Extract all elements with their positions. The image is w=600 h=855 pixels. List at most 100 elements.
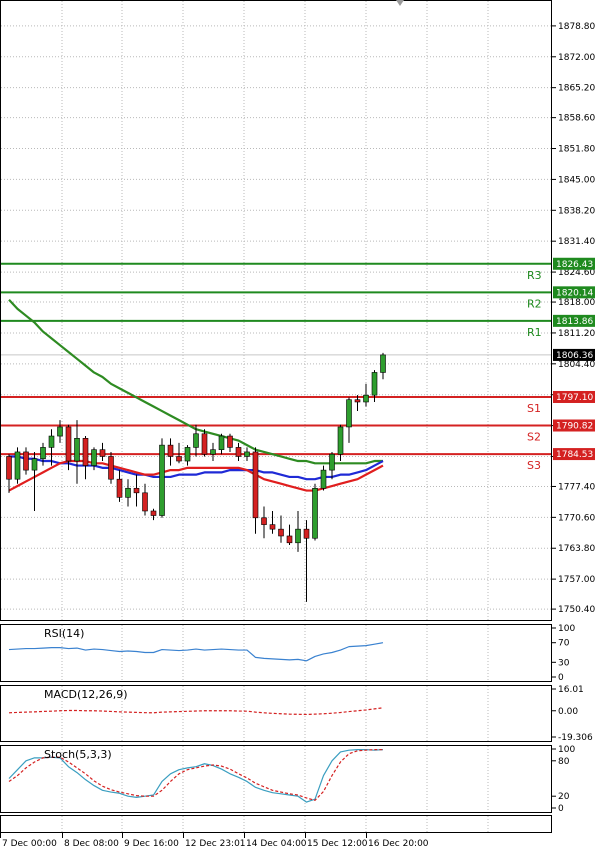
y-tick-label: 1763.80 <box>558 544 595 554</box>
x-tick-label: 9 Dec 16:00 <box>124 839 179 849</box>
last-price-value: 1806.36 <box>556 351 593 361</box>
level-value-s1: 1797.10 <box>556 393 593 403</box>
y-tick-label: 1757.00 <box>558 575 595 585</box>
candle-down <box>99 449 106 457</box>
indicator-line-1-0 <box>8 642 384 662</box>
indicator-y-tick-label: 20 <box>558 792 570 802</box>
candle-down <box>116 478 123 498</box>
indicator-y-tick-label: 100 <box>558 624 575 634</box>
y-tick-label: 1872.00 <box>558 53 595 63</box>
pane-frame-4 <box>0 815 552 833</box>
y-tick-label: 1845.00 <box>558 175 595 185</box>
level-tag-s3: S3 <box>527 459 541 472</box>
indicator-y-tick-label: 0 <box>558 673 564 683</box>
y-tick-label: 1858.60 <box>558 114 595 124</box>
candle-up <box>184 447 191 462</box>
candle-down <box>176 456 182 462</box>
y-tick-label: 1804.40 <box>558 360 595 370</box>
x-tick-label: 7 Dec 00:00 <box>2 839 57 849</box>
level-value-s3: 1784.53 <box>556 450 593 460</box>
pane-frame-1 <box>0 624 552 682</box>
level-badge-s3 <box>553 448 595 461</box>
x-tick-label: 12 Dec 23:01 <box>185 839 246 849</box>
indicator-y-tick-label: 0.00 <box>558 707 578 717</box>
candle-down <box>269 524 276 530</box>
candle-down <box>286 535 293 544</box>
level-value-s2: 1790.82 <box>556 422 593 432</box>
candle-down <box>261 517 267 525</box>
level-tag-s1: S1 <box>527 402 541 415</box>
candle-down <box>133 487 140 494</box>
candle-up <box>40 447 46 460</box>
level-badge-r1 <box>553 314 595 327</box>
moving-average-line-2 <box>8 459 384 492</box>
candle-up <box>14 451 21 480</box>
indicator-y-tick-label: 30 <box>558 658 570 668</box>
candle-up <box>337 426 344 455</box>
level-value-r1: 1813.86 <box>556 317 593 327</box>
level-tag-s2: S2 <box>527 431 541 444</box>
candle-up <box>312 487 318 539</box>
candle-down <box>142 492 148 512</box>
candle-up <box>31 458 38 471</box>
candle-down <box>235 447 242 457</box>
x-tick-label: 16 Dec 20:00 <box>368 839 429 849</box>
candle-down <box>167 444 174 457</box>
indicator-y-tick-label: -19.306 <box>558 733 593 743</box>
indicator-y-tick-label: 70 <box>558 639 570 649</box>
candle-up <box>125 487 131 498</box>
level-value-r3: 1826.43 <box>556 260 593 270</box>
indicator-y-tick-label: 0 <box>558 804 564 814</box>
candle-up <box>380 354 386 373</box>
moving-average-line-1 <box>9 455 384 481</box>
level-tag-r1: R1 <box>527 326 542 339</box>
candle-down <box>303 528 310 539</box>
candle-down <box>278 528 284 537</box>
level-badge-r3 <box>553 257 595 270</box>
candle-down <box>23 451 29 471</box>
last-price-badge <box>553 348 595 361</box>
y-tick-label: 1750.40 <box>558 605 595 615</box>
level-tag-r3: R3 <box>527 269 542 282</box>
rsi-title: RSI(14) <box>44 627 84 640</box>
y-tick-label: 1811.20 <box>558 329 595 339</box>
candle-up <box>244 451 250 457</box>
level-value-r2: 1820.14 <box>556 288 593 298</box>
y-tick-label: 1838.20 <box>558 206 595 216</box>
candle-down <box>201 433 208 455</box>
x-tick-label: 15 Dec 12:00 <box>307 839 368 849</box>
candle-up <box>320 469 327 489</box>
candle-down <box>227 435 233 448</box>
y-tick-label: 1777.40 <box>558 482 595 492</box>
candle-up <box>210 449 216 455</box>
candle-down <box>354 399 361 403</box>
candle-up <box>74 438 80 462</box>
x-tick-label: 14 Dec 04:00 <box>246 839 307 849</box>
indicator-line-2-0 <box>8 707 384 716</box>
candle-up <box>91 449 97 466</box>
indicator-line-3-1 <box>8 748 383 801</box>
candle-up <box>218 435 225 450</box>
candle-up <box>57 426 63 437</box>
candle-up <box>346 399 352 428</box>
candle-down <box>82 438 89 466</box>
macd-title: MACD(12,26,9) <box>44 688 128 701</box>
y-tick-label: 1851.80 <box>558 145 595 155</box>
indicator-y-tick-label: 100 <box>558 745 575 755</box>
y-tick-label: 1878.80 <box>558 22 595 32</box>
y-tick-label: 1831.40 <box>558 237 595 247</box>
candle-down <box>65 426 72 462</box>
y-tick-label: 1865.20 <box>558 84 595 94</box>
indicator-y-tick-label: 16.01 <box>558 685 584 695</box>
candle-up <box>159 444 165 516</box>
candle-up <box>371 372 378 396</box>
pane-frame-0 <box>0 0 552 621</box>
candle-down <box>108 456 114 480</box>
level-tag-r2: R2 <box>527 297 542 310</box>
indicator-line-3-0 <box>8 748 384 803</box>
x-axis-strip <box>0 833 552 855</box>
candle-down <box>150 510 157 516</box>
candle-down <box>6 456 12 480</box>
candle-up <box>329 453 335 471</box>
